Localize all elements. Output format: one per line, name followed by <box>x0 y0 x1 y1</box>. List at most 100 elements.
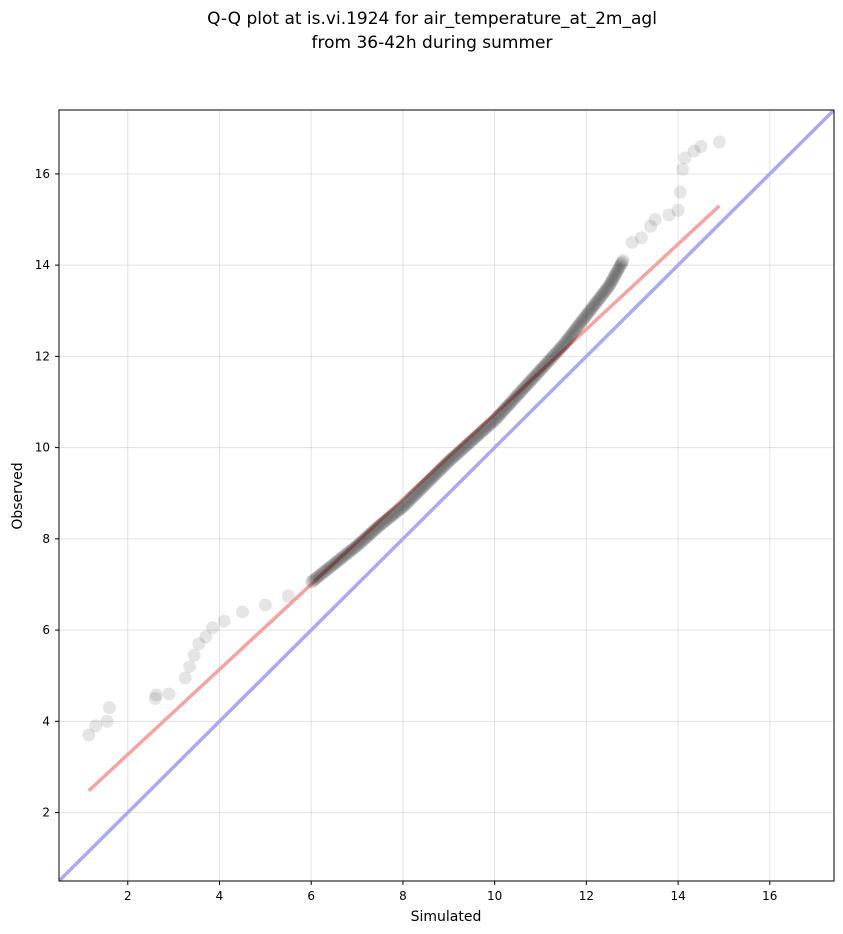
quantile-point <box>578 310 592 324</box>
quantile-point <box>671 203 685 217</box>
quantile-point <box>557 337 571 351</box>
quantile-point <box>462 436 476 450</box>
quantile-point <box>582 304 596 318</box>
quantile-point <box>501 399 515 413</box>
x-tick-label: 16 <box>762 889 777 903</box>
quantile-point <box>486 414 500 428</box>
quantile-point <box>662 208 676 222</box>
quantile-point <box>564 328 578 342</box>
quantile-point <box>316 566 330 580</box>
quantile-point <box>491 410 505 424</box>
x-axis-label: Simulated <box>411 909 482 925</box>
quantile-point <box>470 429 484 443</box>
quantile-point <box>149 688 163 702</box>
quantile-point <box>612 261 626 275</box>
quantile-point <box>403 493 417 507</box>
quantile-point <box>550 345 564 359</box>
quantile-point <box>366 525 380 539</box>
quantile-point <box>532 364 546 378</box>
quantile-point <box>178 671 192 685</box>
quantile-point <box>367 524 381 538</box>
quantile-point <box>206 621 220 635</box>
quantile-point <box>473 426 487 440</box>
quantile-point <box>572 317 586 331</box>
quantile-point <box>466 433 480 447</box>
quantile-point <box>494 406 508 420</box>
quantile-point <box>427 469 441 483</box>
quantile-point <box>464 435 478 449</box>
quantile-point <box>552 343 566 357</box>
fit-line-layer <box>87 204 721 792</box>
quantile-point <box>444 452 458 466</box>
quantile-point <box>235 605 249 619</box>
quantile-point <box>513 386 527 400</box>
quantile-point <box>449 448 463 462</box>
quantile-point <box>332 553 346 567</box>
quantile-point <box>321 562 335 576</box>
quantile-point <box>499 401 513 415</box>
x-tick-label: 4 <box>216 889 224 903</box>
quantile-point <box>308 572 322 586</box>
quantile-point <box>544 351 558 365</box>
quantile-point <box>569 321 583 335</box>
quantile-point <box>547 349 561 363</box>
quantile-point <box>556 338 570 352</box>
quantile-point <box>412 484 426 498</box>
chart-title-line-1: Q-Q plot at is.vi.1924 for air_temperatu… <box>207 9 657 29</box>
quantile-point <box>441 455 455 469</box>
quantile-point <box>520 377 534 391</box>
quantile-point <box>560 333 574 347</box>
quantile-point <box>423 473 437 487</box>
quantile-point <box>536 361 550 375</box>
quantile-point <box>485 415 499 429</box>
quantile-point <box>378 514 392 528</box>
quantile-point <box>467 432 481 446</box>
quantile-point <box>484 416 498 430</box>
quantile-point <box>598 284 612 298</box>
quantile-point <box>496 404 510 418</box>
quantile-point <box>357 532 371 546</box>
quantile-point <box>437 459 451 473</box>
quantile-point <box>376 516 390 530</box>
quantile-point <box>442 454 456 468</box>
y-tick-label: 16 <box>35 167 50 181</box>
y-tick-label: 10 <box>35 441 50 455</box>
quantile-point <box>451 446 465 460</box>
quantile-point <box>538 358 552 372</box>
quantile-point <box>281 589 295 603</box>
quantile-point <box>102 701 116 715</box>
quantile-point <box>374 517 388 531</box>
quantile-point <box>359 531 373 545</box>
quantile-point <box>519 379 533 393</box>
quantile-point <box>565 326 579 340</box>
quantile-point <box>440 457 453 471</box>
quantile-point <box>396 500 410 514</box>
quantile-point <box>482 419 496 433</box>
quantile-point <box>585 301 599 315</box>
quantile-point <box>694 139 708 153</box>
quantile-point <box>559 334 573 348</box>
quantile-point <box>312 569 326 583</box>
quantile-point <box>506 393 520 407</box>
quantile-point <box>405 491 419 505</box>
quantile-point <box>431 465 445 479</box>
quantile-point <box>537 359 551 373</box>
quantile-point <box>603 277 617 291</box>
fit-line <box>87 204 721 792</box>
x-tick-label: 2 <box>124 889 132 903</box>
quantile-point <box>503 396 517 410</box>
quantile-point <box>594 289 608 303</box>
quantile-point <box>515 383 529 397</box>
quantile-point <box>468 431 482 445</box>
quantile-point <box>588 297 602 311</box>
quantile-point <box>480 420 494 434</box>
quantile-point <box>410 486 424 500</box>
x-tick-label: 12 <box>579 889 594 903</box>
quantile-point <box>589 295 603 309</box>
quantile-point <box>554 340 568 354</box>
quantile-point <box>593 290 607 304</box>
quantile-point <box>363 527 377 541</box>
quantile-point <box>561 332 575 346</box>
quantile-point <box>615 255 629 269</box>
quantile-point <box>339 548 353 562</box>
